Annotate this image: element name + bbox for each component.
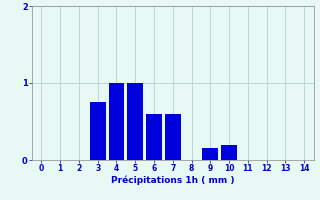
Bar xyxy=(165,114,181,160)
Bar xyxy=(108,83,124,160)
X-axis label: Précipitations 1h ( mm ): Précipitations 1h ( mm ) xyxy=(111,176,235,185)
Bar xyxy=(90,102,106,160)
Bar xyxy=(221,145,237,160)
Bar xyxy=(127,83,143,160)
Bar xyxy=(146,114,162,160)
Bar xyxy=(202,148,218,160)
